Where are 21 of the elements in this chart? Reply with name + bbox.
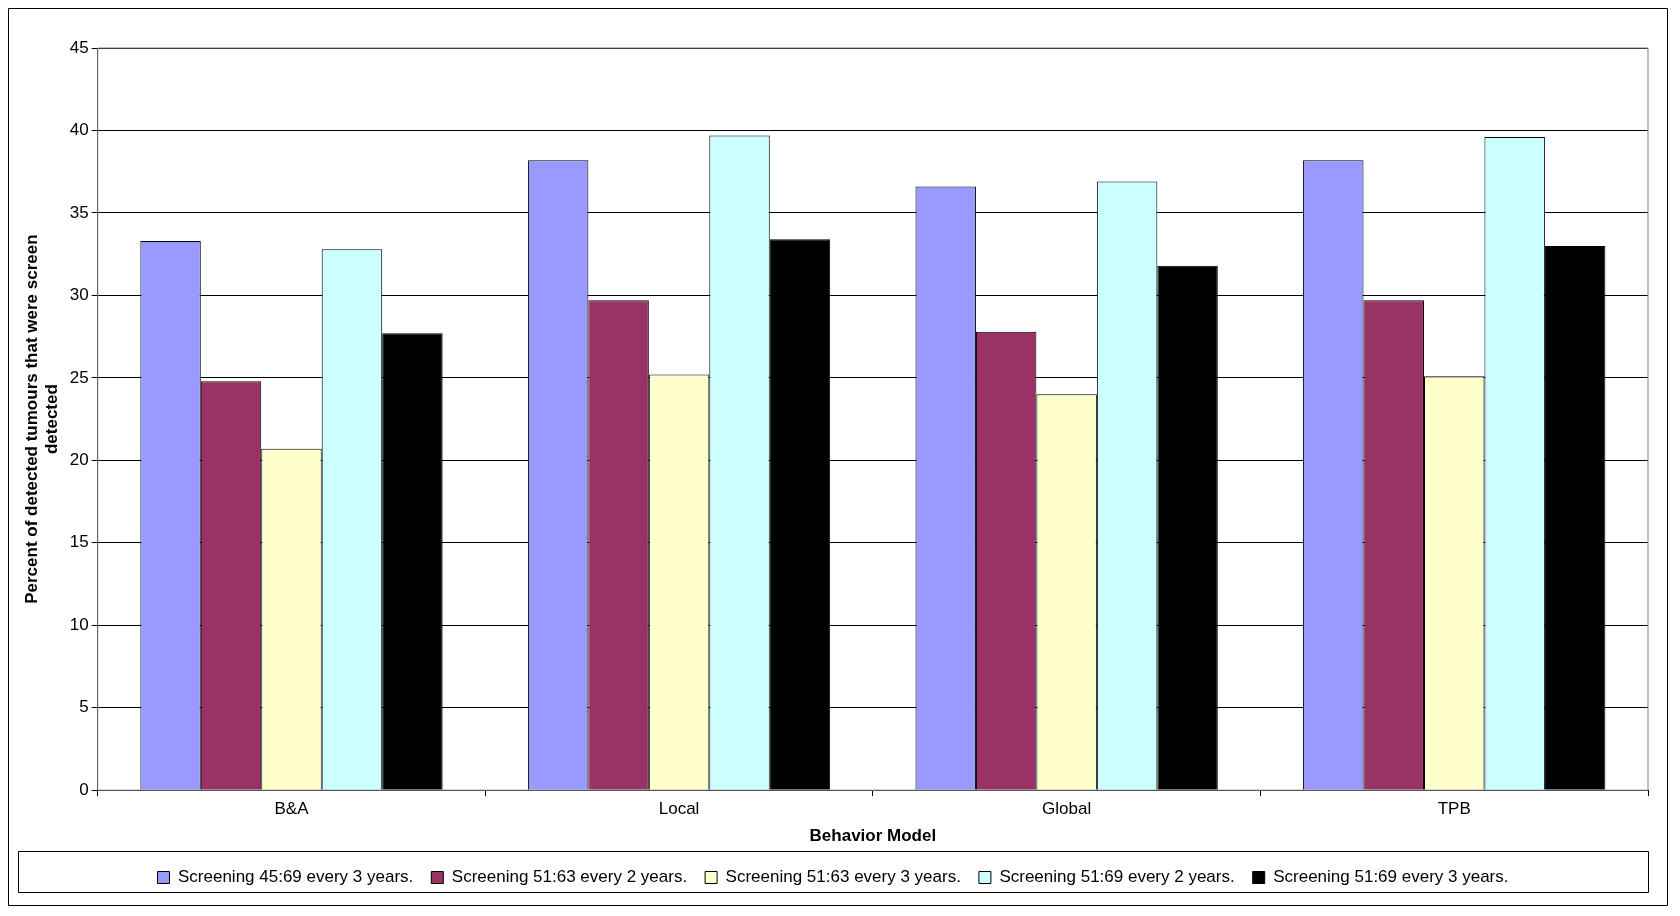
x-tick-label: Global (1042, 799, 1092, 819)
y-axis-title: Percent of detected tumours that were screen detected (21, 234, 62, 604)
y-tick-label: 10 (69, 614, 89, 634)
y-tick-label: 45 (69, 37, 89, 57)
legend-label: Screening 51:69 every 3 years. (1273, 867, 1509, 887)
legend-label: Screening 51:63 every 2 years. (451, 867, 688, 887)
y-tick-label: 25 (69, 367, 89, 387)
y-tick-label: 5 (79, 697, 89, 717)
y-tick-label: 40 (69, 120, 89, 140)
legend-label: Screening 45:69 every 3 years. (177, 867, 414, 887)
y-tick-label: 15 (69, 532, 89, 552)
x-tick-label: Local (658, 799, 700, 819)
x-tick-label: B&A (274, 799, 310, 819)
x-tick-label: TPB (1437, 799, 1471, 819)
legend-label: Screening 51:69 every 2 years. (999, 867, 1235, 887)
y-tick-label: 30 (69, 285, 89, 305)
y-tick-label: 0 (79, 779, 89, 799)
y-tick-label: 35 (69, 202, 89, 222)
x-axis-title: Behavior Model (809, 826, 937, 846)
legend-label: Screening 51:63 every 3 years. (725, 867, 961, 887)
y-tick-label: 20 (69, 450, 89, 470)
